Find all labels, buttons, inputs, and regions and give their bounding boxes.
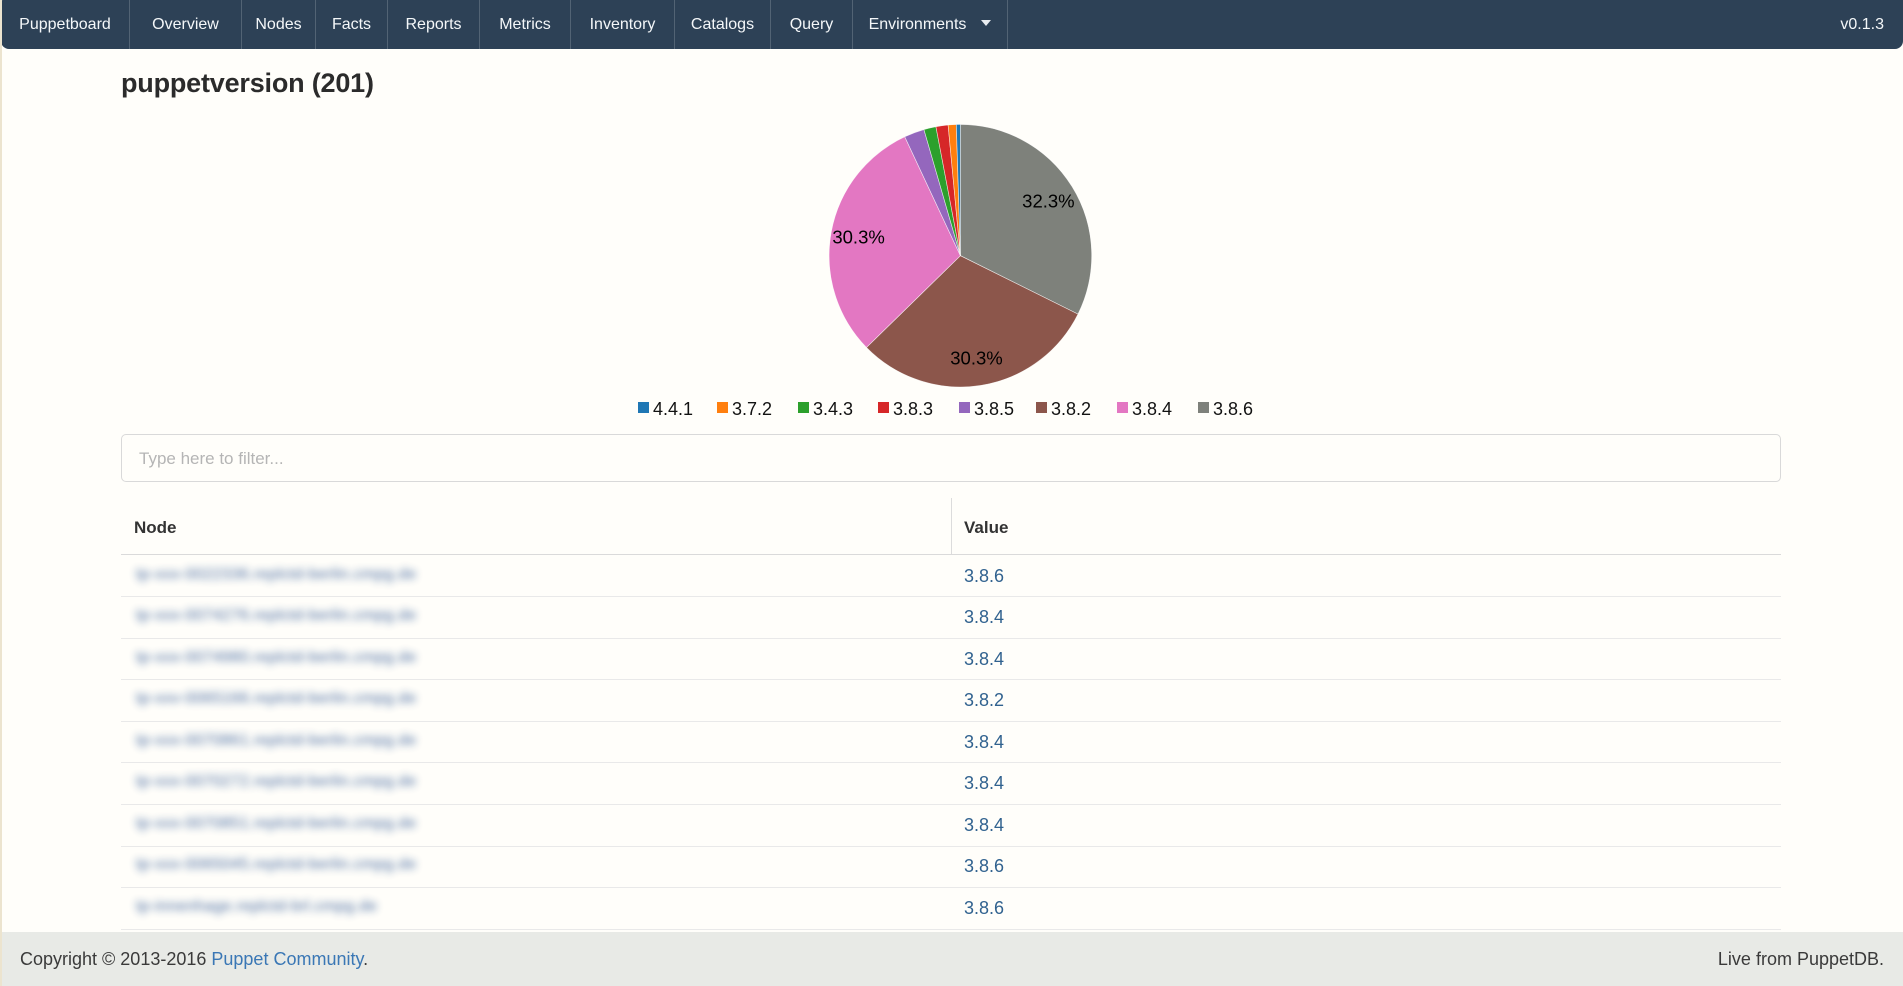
svg-text:30.3%: 30.3% — [950, 347, 1002, 368]
svg-text:32.3%: 32.3% — [1022, 191, 1074, 212]
svg-text:30.3%: 30.3% — [832, 227, 884, 248]
